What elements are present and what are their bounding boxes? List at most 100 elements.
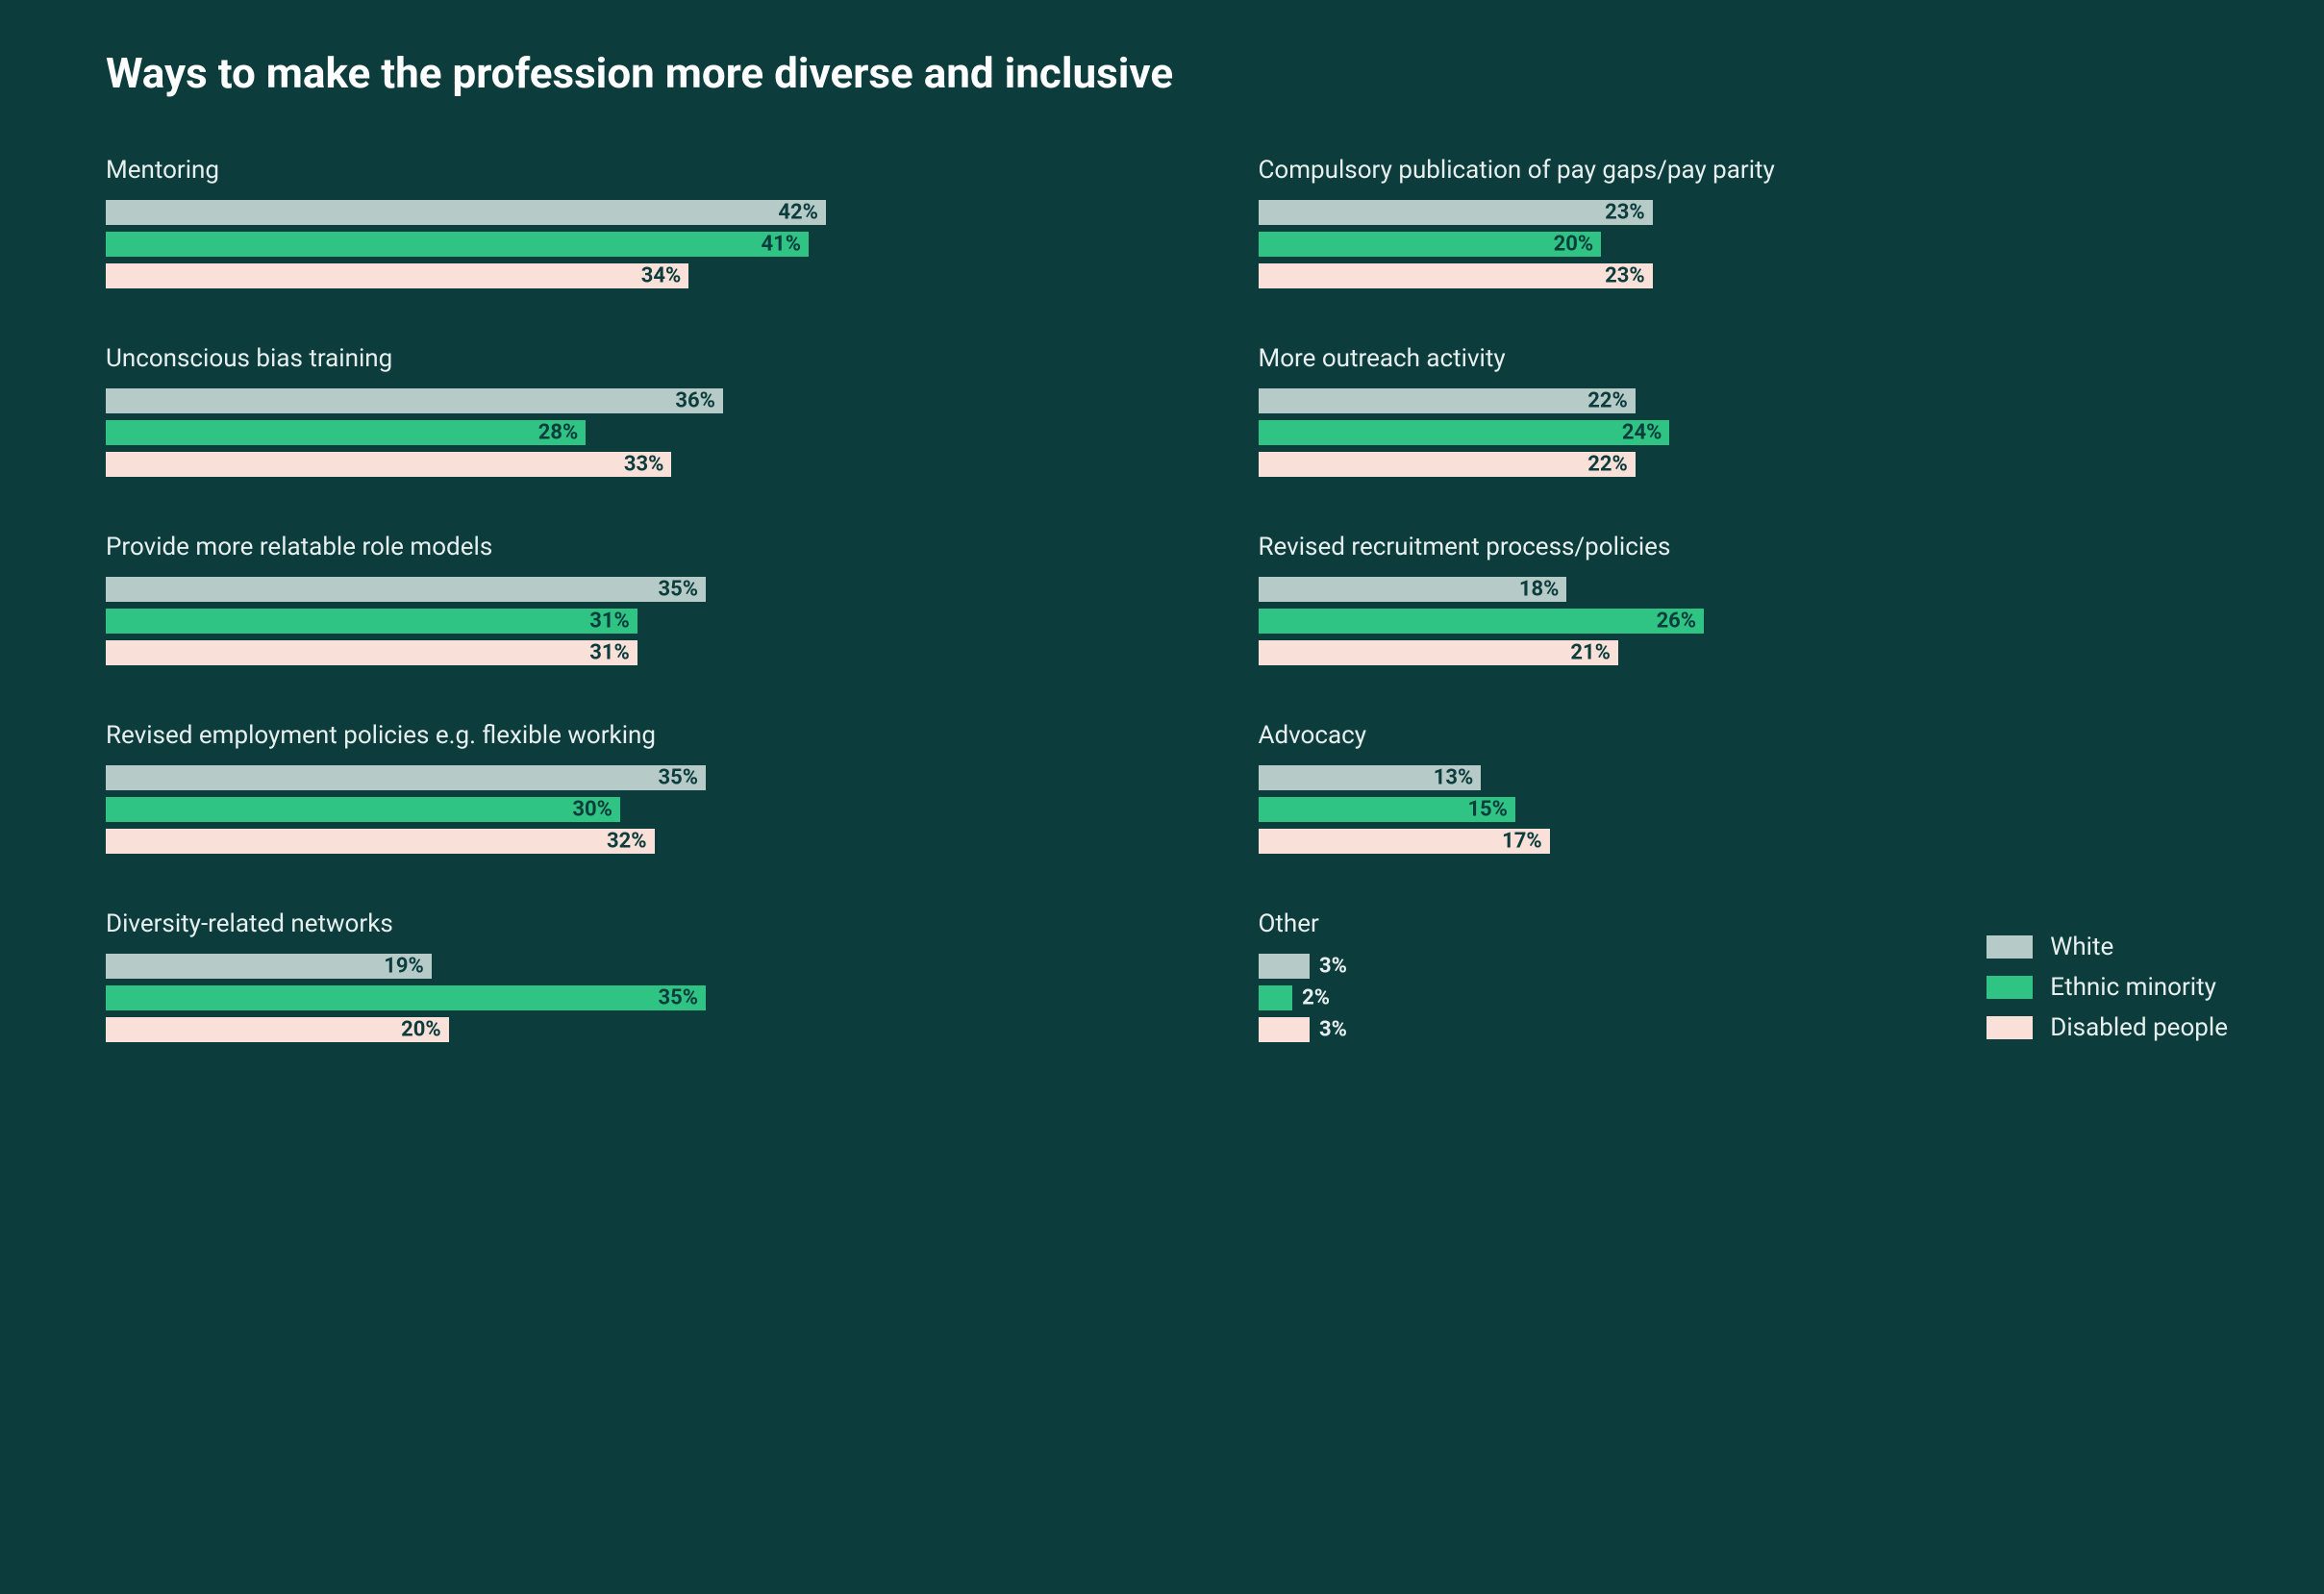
bar-row: 21%	[1259, 640, 2219, 665]
bar-value-label: 35%	[659, 578, 699, 602]
bar-ethnic_minority	[1259, 609, 1705, 634]
legend-label: White	[2050, 933, 2113, 961]
chart-group: Mentoring42%41%34%	[106, 156, 1066, 288]
bar-ethnic_minority	[106, 420, 586, 445]
bar-row: 41%	[106, 232, 1066, 257]
bar-ethnic_minority	[1259, 232, 1602, 257]
chart-bars: 42%41%34%	[106, 200, 1066, 288]
bar-row: 20%	[106, 1017, 1066, 1042]
chart-bars: 18%26%21%	[1259, 577, 2219, 665]
chart-title: Ways to make the profession more diverse…	[106, 48, 2218, 98]
chart-bars: 23% 20% 23%	[1259, 200, 2219, 288]
bar-row: 33%	[106, 452, 1066, 477]
legend-item: Ethnic minority	[1987, 973, 2228, 1002]
chart-group: Compulsory publication of pay gaps/pay p…	[1259, 156, 2219, 288]
bar-value-label: 31%	[589, 610, 630, 634]
bar-value-label: 34%	[641, 264, 682, 288]
chart-bars: 13% 15% 17%	[1259, 765, 2219, 854]
chart-group: Provide more relatable role models35%31%…	[106, 533, 1066, 665]
bar-value-label: 19%	[384, 955, 424, 979]
bar-ethnic_minority	[1259, 420, 1670, 445]
bar-row: 30%	[106, 797, 1066, 822]
bar-row: 32%	[106, 829, 1066, 854]
bar-value-label: 32%	[607, 830, 647, 854]
bar-white	[1259, 388, 1636, 413]
bar-value-label: 15%	[1467, 798, 1508, 822]
bar-row: 13%	[1259, 765, 2219, 790]
bar-value-label: 17%	[1502, 830, 1542, 854]
bar-value-label: 41%	[762, 233, 802, 257]
bar-row: 35%	[106, 765, 1066, 790]
chart-group: Diversity-related networks19%35%20%	[106, 909, 1066, 1042]
bar-ethnic_minority	[106, 985, 706, 1010]
chart-group-label: Revised recruitment process/policies	[1259, 533, 2219, 561]
bar-ethnic_minority	[106, 232, 809, 257]
bar-row: 26%	[1259, 609, 2219, 634]
chart-bars: 35% 31% 31%	[106, 577, 1066, 665]
bar-value-label: 21%	[1570, 641, 1611, 665]
bar-white	[106, 200, 826, 225]
bar-ethnic_minority	[1259, 985, 1293, 1010]
bar-disabled_people	[1259, 263, 1653, 288]
bar-value-label: 3%	[1319, 955, 1347, 979]
bar-disabled_people	[106, 829, 655, 854]
bar-value-label: 33%	[624, 453, 664, 477]
chart-group: Revised employment policies e.g. flexibl…	[106, 721, 1066, 854]
bar-row: 24%	[1259, 420, 2219, 445]
bar-ethnic_minority	[106, 797, 620, 822]
bar-row: 35%	[106, 577, 1066, 602]
bar-white	[1259, 200, 1653, 225]
bar-value-label: 23%	[1605, 201, 1645, 225]
chart-group-label: More outreach activity	[1259, 344, 2219, 373]
bar-row: 19%	[106, 954, 1066, 979]
chart-group: Unconscious bias training 36% 28% 33%	[106, 344, 1066, 477]
bar-ethnic_minority	[106, 609, 637, 634]
bar-row: 35%	[106, 985, 1066, 1010]
chart-group: Revised recruitment process/policies18%2…	[1259, 533, 2219, 665]
bar-value-label: 13%	[1434, 766, 1474, 790]
bar-value-label: 3%	[1319, 1018, 1347, 1042]
bar-row: 22%	[1259, 452, 2219, 477]
bar-row: 31%	[106, 609, 1066, 634]
bar-value-label: 22%	[1587, 389, 1628, 413]
chart-group-label: Compulsory publication of pay gaps/pay p…	[1259, 156, 2219, 185]
bar-white	[106, 577, 706, 602]
legend-item: Disabled people	[1987, 1013, 2228, 1042]
chart-bars: 36% 28% 33%	[106, 388, 1066, 477]
bar-white	[106, 954, 432, 979]
bar-row: 17%	[1259, 829, 2219, 854]
bar-row: 36%	[106, 388, 1066, 413]
bar-row: 20%	[1259, 232, 2219, 257]
bar-value-label: 35%	[659, 766, 699, 790]
bar-value-label: 35%	[659, 986, 699, 1010]
bar-value-label: 26%	[1657, 610, 1697, 634]
bar-row: 28%	[106, 420, 1066, 445]
charts-grid: Mentoring42%41%34%Compulsory publication…	[106, 156, 2218, 1042]
bar-value-label: 23%	[1605, 264, 1645, 288]
bar-value-label: 2%	[1302, 986, 1330, 1010]
legend-label: Disabled people	[2050, 1013, 2228, 1042]
bar-disabled_people	[1259, 640, 1618, 665]
bar-value-label: 20%	[1554, 233, 1594, 257]
chart-group: Advocacy 13% 15% 17%	[1259, 721, 2219, 854]
legend-swatch	[1987, 976, 2033, 999]
legend-swatch	[1987, 1016, 2033, 1039]
bar-row: 31%	[106, 640, 1066, 665]
bar-value-label: 20%	[401, 1018, 441, 1042]
bar-row: 15%	[1259, 797, 2219, 822]
chart-bars: 22% 24% 22%	[1259, 388, 2219, 477]
chart-bars: 19% 35% 20%	[106, 954, 1066, 1042]
bar-row: 34%	[106, 263, 1066, 288]
chart-group-label: Advocacy	[1259, 721, 2219, 750]
bar-disabled_people	[106, 640, 637, 665]
bar-value-label: 24%	[1622, 421, 1662, 445]
chart-group-label: Mentoring	[106, 156, 1066, 185]
chart-group-label: Revised employment policies e.g. flexibl…	[106, 721, 1066, 750]
legend: White Ethnic minority Disabled people	[1987, 933, 2228, 1042]
bar-disabled_people	[106, 452, 671, 477]
chart-group: More outreach activity 22% 24% 22%	[1259, 344, 2219, 477]
bar-white	[106, 765, 706, 790]
bar-disabled_people	[106, 263, 688, 288]
bar-white	[1259, 954, 1310, 979]
chart-group-label: Unconscious bias training	[106, 344, 1066, 373]
